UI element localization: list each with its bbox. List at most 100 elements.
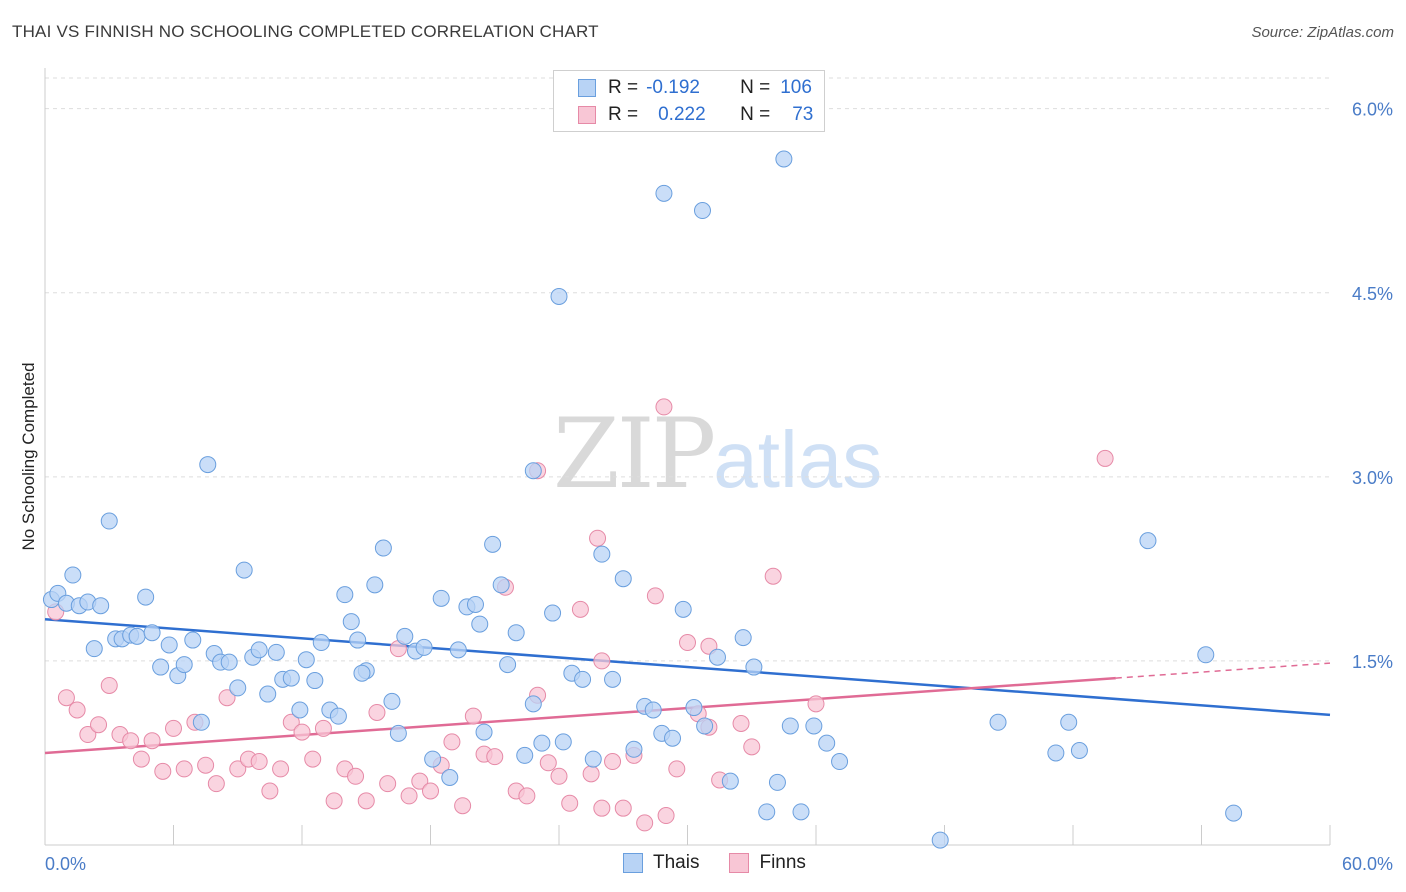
finns-point xyxy=(732,715,750,733)
finns-point xyxy=(79,726,97,744)
thais-point xyxy=(625,740,643,758)
finns-point xyxy=(122,732,140,750)
thais-point xyxy=(593,545,611,563)
finns-point xyxy=(154,762,172,780)
thais-point xyxy=(492,576,510,594)
thais-point xyxy=(383,692,401,710)
finns-point xyxy=(314,719,332,737)
finns-point xyxy=(464,707,482,725)
trend-lines xyxy=(44,617,1331,755)
thais-point xyxy=(693,202,711,220)
thais-point xyxy=(160,636,178,654)
r-label: R = xyxy=(608,104,639,125)
thais-point xyxy=(818,734,836,752)
finns-point xyxy=(589,529,607,547)
finns-point xyxy=(197,756,215,774)
series-legend: Thais Finns xyxy=(623,852,836,874)
thais-point xyxy=(768,773,786,791)
finns-point xyxy=(593,799,611,817)
thais-point xyxy=(312,634,330,652)
thais-point xyxy=(745,658,763,676)
thais-point xyxy=(1070,742,1088,760)
finns-trend-extension xyxy=(1115,662,1331,679)
thais-point xyxy=(1225,804,1243,822)
thais-point xyxy=(507,624,525,642)
thais-point xyxy=(396,627,414,645)
thais-point xyxy=(259,685,277,703)
thais-point xyxy=(85,640,103,658)
thais-point xyxy=(533,734,551,752)
finns-point xyxy=(165,719,182,737)
thais-point xyxy=(1047,744,1065,762)
finns-point xyxy=(357,792,375,810)
thais-point xyxy=(584,750,602,768)
finns-point xyxy=(250,753,268,771)
finns-point xyxy=(486,748,504,766)
axes xyxy=(44,68,1331,846)
thais-point xyxy=(466,595,484,613)
thais-point xyxy=(554,733,572,751)
finns-point xyxy=(636,814,654,832)
thais-point xyxy=(685,699,703,717)
thais-point xyxy=(366,576,384,594)
thais-point xyxy=(484,535,502,553)
legend-item-finns[interactable]: Finns xyxy=(729,852,806,874)
thais-point xyxy=(329,707,347,725)
finns-r-value: 0.222 xyxy=(658,104,706,125)
thais-point xyxy=(92,597,110,615)
legend-item-thais[interactable]: Thais xyxy=(623,852,699,874)
thais-point xyxy=(516,746,534,764)
finns-point xyxy=(379,775,397,793)
thais-point xyxy=(306,672,324,690)
thais-point xyxy=(644,701,662,719)
thais-point xyxy=(475,723,493,741)
y-axis-label: No Schooling Completed xyxy=(19,362,38,550)
thais-point xyxy=(267,643,285,661)
finns-point xyxy=(347,767,365,785)
finns-point xyxy=(175,760,193,778)
y-tick-label: 3.0% xyxy=(1352,468,1393,488)
thais-point xyxy=(235,561,253,579)
thais-point xyxy=(192,713,210,731)
thais-point xyxy=(574,670,592,688)
r-label: R = xyxy=(608,77,639,98)
finns-trend-line xyxy=(44,676,1116,755)
thais-point xyxy=(931,831,949,849)
thais-point xyxy=(674,600,692,618)
finns-point xyxy=(657,807,675,825)
thais-legend-swatch xyxy=(623,853,643,873)
thais-point xyxy=(297,651,315,669)
thais-point xyxy=(64,566,82,584)
thais-point xyxy=(604,670,622,688)
thais-r-value: -0.192 xyxy=(646,77,700,98)
finns-point xyxy=(764,567,782,585)
thais-point xyxy=(1139,532,1157,550)
thais-point xyxy=(708,648,726,666)
finns-point xyxy=(807,695,825,713)
x-tick-label-max: 60.0% xyxy=(1342,854,1393,874)
finns-point xyxy=(604,753,622,771)
watermark: ZIPatlas xyxy=(553,398,882,510)
thais-point xyxy=(792,803,810,821)
finns-point xyxy=(582,765,600,783)
thais-point xyxy=(415,638,433,656)
thais-point xyxy=(229,679,247,697)
thais-point xyxy=(1060,713,1078,731)
thais-point xyxy=(143,624,161,642)
correlation-legend: R = -0.192 N = 106 R = 0.222 N = 73 xyxy=(553,70,825,132)
thais-point xyxy=(199,456,217,474)
finns-point xyxy=(561,794,579,812)
finns-legend-label: Finns xyxy=(759,852,806,873)
thais-point xyxy=(152,658,170,676)
finns-point xyxy=(304,750,322,768)
finns-point xyxy=(571,600,589,618)
thais-point xyxy=(664,729,682,747)
y-tick-label: 4.5% xyxy=(1352,284,1393,304)
thais-point xyxy=(614,570,632,588)
source-label: Source: ZipAtlas.com xyxy=(1251,24,1394,41)
n-label: N = xyxy=(740,104,771,125)
finns-point xyxy=(743,738,761,756)
thais-point xyxy=(449,641,467,659)
thais-n-value: 106 xyxy=(780,77,812,98)
finns-point xyxy=(593,652,611,670)
